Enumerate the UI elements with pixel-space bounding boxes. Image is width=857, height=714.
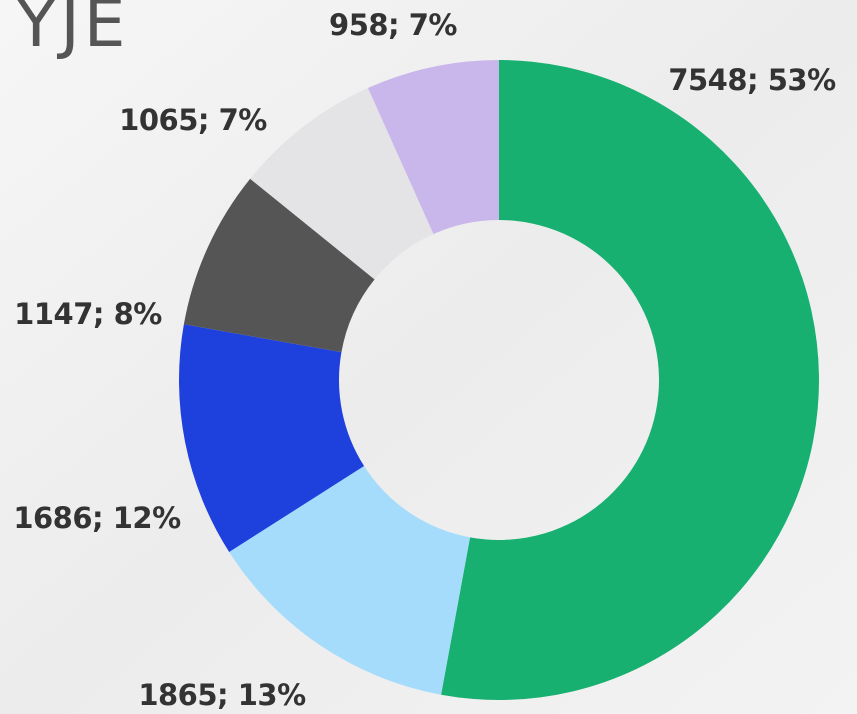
data-label: 1865; 13% bbox=[138, 678, 306, 712]
data-label: 1686; 12% bbox=[13, 501, 181, 535]
chart-title: YJE bbox=[15, 0, 129, 62]
donut-slice bbox=[179, 324, 365, 553]
donut-slice bbox=[367, 60, 499, 235]
donut-slice bbox=[183, 178, 375, 353]
data-label: 7548; 53% bbox=[668, 63, 836, 97]
donut-slice bbox=[441, 60, 819, 700]
slices bbox=[179, 60, 819, 700]
donut-slice bbox=[229, 466, 471, 695]
data-label: 1065; 7% bbox=[119, 103, 267, 137]
data-label: 958; 7% bbox=[329, 8, 457, 42]
data-label: 1147; 8% bbox=[14, 297, 162, 331]
donut-slice bbox=[250, 88, 434, 280]
